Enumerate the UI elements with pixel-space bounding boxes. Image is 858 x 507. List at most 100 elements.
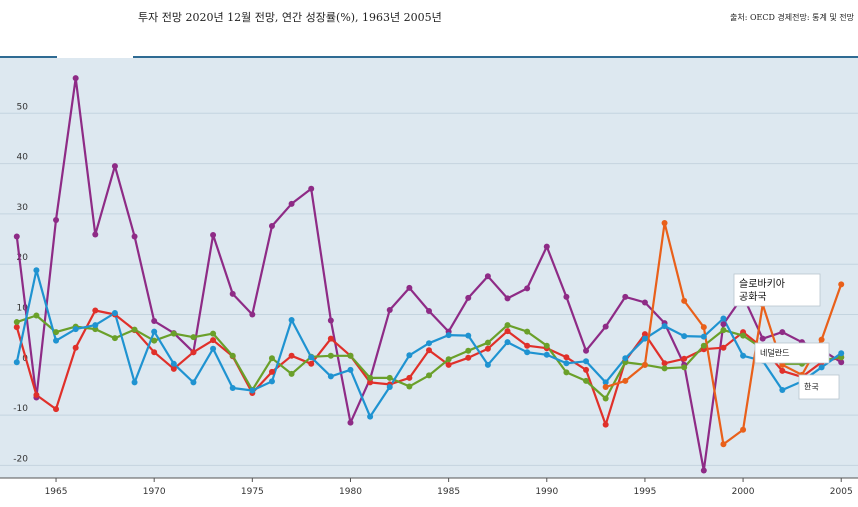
data-point-3 <box>426 340 432 347</box>
data-point-3 <box>131 379 138 386</box>
data-point-3 <box>563 360 570 367</box>
data-point-3 <box>92 322 99 329</box>
data-point-1 <box>681 355 688 362</box>
data-point-3 <box>602 379 609 386</box>
data-point-4 <box>622 377 629 384</box>
series-label-box <box>798 374 840 400</box>
data-point-2 <box>406 383 413 390</box>
data-point-0 <box>641 299 648 306</box>
data-point-3 <box>641 335 648 342</box>
data-point-3 <box>268 378 275 385</box>
x-tick-label: 1980 <box>339 487 362 497</box>
x-tick-label: 1970 <box>143 487 166 497</box>
data-point-2 <box>33 312 40 319</box>
data-point-3 <box>13 359 20 366</box>
data-point-2 <box>700 342 707 349</box>
data-point-1 <box>504 328 511 335</box>
data-point-1 <box>327 335 334 342</box>
data-point-1 <box>524 342 531 349</box>
data-point-3 <box>327 373 334 380</box>
data-point-2 <box>484 339 491 346</box>
data-point-3 <box>386 383 393 390</box>
data-point-2 <box>347 352 354 359</box>
data-point-2 <box>602 395 609 402</box>
data-point-1 <box>53 406 60 413</box>
data-point-2 <box>563 369 570 376</box>
data-point-0 <box>111 163 118 170</box>
data-point-3 <box>151 328 158 335</box>
data-point-0 <box>327 317 334 324</box>
data-point-0 <box>210 232 217 239</box>
data-point-2 <box>229 352 236 359</box>
data-point-0 <box>838 359 845 366</box>
data-point-3 <box>229 384 236 391</box>
data-point-2 <box>210 330 217 337</box>
data-point-3 <box>700 333 707 340</box>
data-point-2 <box>327 352 334 359</box>
header-rule <box>0 56 858 58</box>
data-point-0 <box>504 295 511 302</box>
data-point-0 <box>386 306 393 313</box>
chart-title: 투자 전망 2020년 12월 전망, 연간 성장률(%), 1963년 200… <box>138 11 442 24</box>
data-point-3 <box>720 315 727 322</box>
data-point-3 <box>111 310 118 317</box>
data-point-1 <box>465 354 472 361</box>
data-point-1 <box>602 421 609 428</box>
data-point-0 <box>151 318 158 325</box>
data-point-0 <box>543 243 550 250</box>
data-point-1 <box>563 354 570 361</box>
data-point-1 <box>641 331 648 338</box>
data-point-3 <box>583 358 590 365</box>
data-point-3 <box>504 339 511 346</box>
data-point-4 <box>700 324 707 331</box>
data-point-2 <box>268 355 275 362</box>
data-point-3 <box>210 345 217 352</box>
data-point-4 <box>818 336 825 343</box>
data-point-2 <box>288 370 295 377</box>
data-point-2 <box>504 322 511 329</box>
data-point-0 <box>308 185 315 192</box>
data-point-1 <box>92 307 99 314</box>
data-point-0 <box>249 311 256 318</box>
series-label: 네덜란드 <box>760 348 789 358</box>
y-tick-label: 50 <box>17 102 29 112</box>
data-point-2 <box>583 377 590 384</box>
x-tick-label: 1965 <box>45 487 68 497</box>
data-point-3 <box>249 387 256 394</box>
data-point-1 <box>406 374 413 381</box>
data-point-2 <box>661 365 668 372</box>
data-point-0 <box>583 347 590 354</box>
y-tick-label: 40 <box>17 153 29 163</box>
data-point-1 <box>170 365 177 372</box>
data-point-4 <box>740 426 747 433</box>
data-point-1 <box>308 360 315 367</box>
data-point-4 <box>641 361 648 368</box>
data-point-3 <box>406 352 413 359</box>
data-point-3 <box>622 355 629 362</box>
data-point-2 <box>131 326 138 333</box>
header-rule-gap <box>57 56 133 58</box>
data-point-2 <box>111 335 118 342</box>
data-point-1 <box>445 361 452 368</box>
data-point-3 <box>779 386 786 393</box>
data-point-3 <box>53 337 60 344</box>
data-point-1 <box>288 352 295 359</box>
data-point-3 <box>445 332 452 339</box>
y-tick-label: 30 <box>17 203 29 213</box>
y-tick-label: -20 <box>13 454 28 464</box>
data-point-2 <box>426 372 432 379</box>
x-tick-label: 2000 <box>732 487 755 497</box>
data-point-1 <box>661 360 668 367</box>
data-point-2 <box>386 374 393 381</box>
data-point-0 <box>465 294 472 301</box>
data-point-2 <box>465 347 472 354</box>
x-tick-label: 1975 <box>241 487 264 497</box>
data-point-2 <box>445 356 452 363</box>
data-point-0 <box>131 233 138 240</box>
data-point-0 <box>347 419 354 426</box>
data-point-0 <box>72 75 79 82</box>
data-point-4 <box>661 219 668 226</box>
data-point-3 <box>347 366 354 373</box>
data-point-0 <box>53 216 60 223</box>
